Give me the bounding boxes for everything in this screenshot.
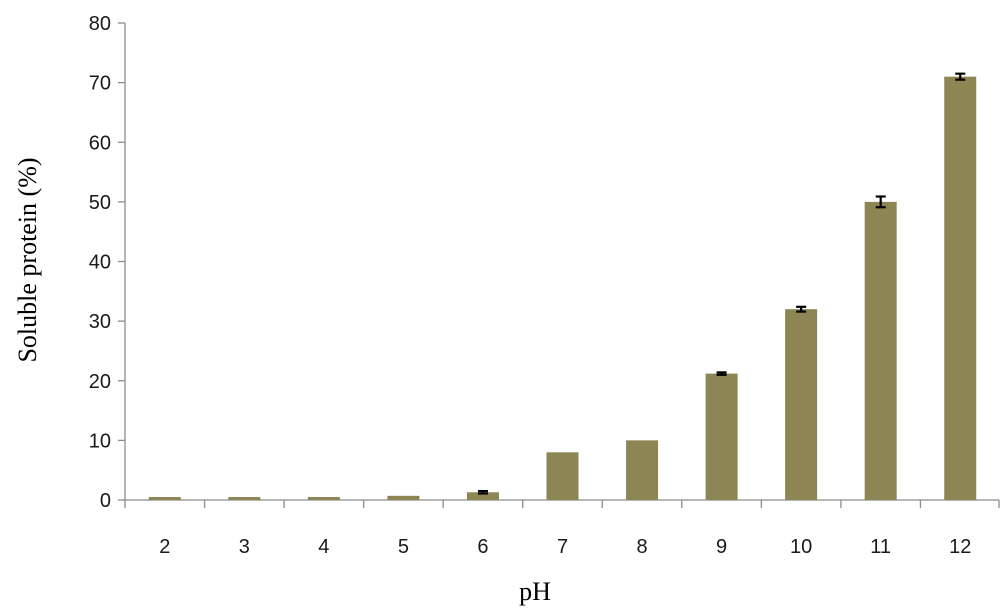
x-tick-label: 8: [636, 536, 647, 558]
y-tick-label: 20: [89, 371, 111, 393]
y-tick-label: 40: [89, 252, 111, 274]
y-axis: 0 10 20 30 40 50 60 70 80: [89, 13, 126, 512]
x-tick-label: 4: [318, 536, 329, 558]
bar-ph-10: [785, 309, 818, 500]
bar-ph-12: [944, 76, 977, 500]
bar-ph-4: [307, 497, 340, 500]
bar-ph-11: [864, 201, 897, 500]
y-tick-label: 50: [89, 192, 111, 214]
x-tick-label: 7: [557, 536, 568, 558]
x-tick-label: 2: [159, 536, 170, 558]
y-tick-label: 80: [89, 13, 111, 35]
x-tick-label: 3: [239, 536, 250, 558]
bar-ph-7: [546, 452, 579, 500]
bar-ph-5: [387, 495, 420, 500]
bars: [148, 76, 977, 500]
y-tick-label: 30: [89, 311, 111, 333]
x-tick-label: 5: [398, 536, 409, 558]
bar-ph-8: [626, 440, 659, 500]
x-tick-label: 6: [477, 536, 488, 558]
bar-ph-9: [705, 373, 738, 500]
bar-ph-2: [148, 497, 181, 500]
x-tick-label: 9: [716, 536, 727, 558]
bar-ph-3: [228, 497, 261, 500]
y-tick-label: 0: [100, 490, 111, 512]
bar-ph-6: [466, 492, 499, 500]
x-tick-label: 12: [949, 536, 971, 558]
x-axis-title: pH: [519, 577, 551, 606]
x-tick-label: 11: [870, 536, 891, 558]
x-tick-label: 10: [790, 536, 812, 558]
error-bars: [477, 72, 966, 495]
y-tick-label: 70: [89, 73, 111, 95]
x-axis: 2 3 4 5 6 7 8 9 10 11 12: [124, 499, 1000, 558]
y-tick-label: 60: [89, 132, 111, 154]
y-axis-title: Soluble protein (%): [13, 157, 42, 362]
y-tick-label: 10: [89, 430, 111, 452]
